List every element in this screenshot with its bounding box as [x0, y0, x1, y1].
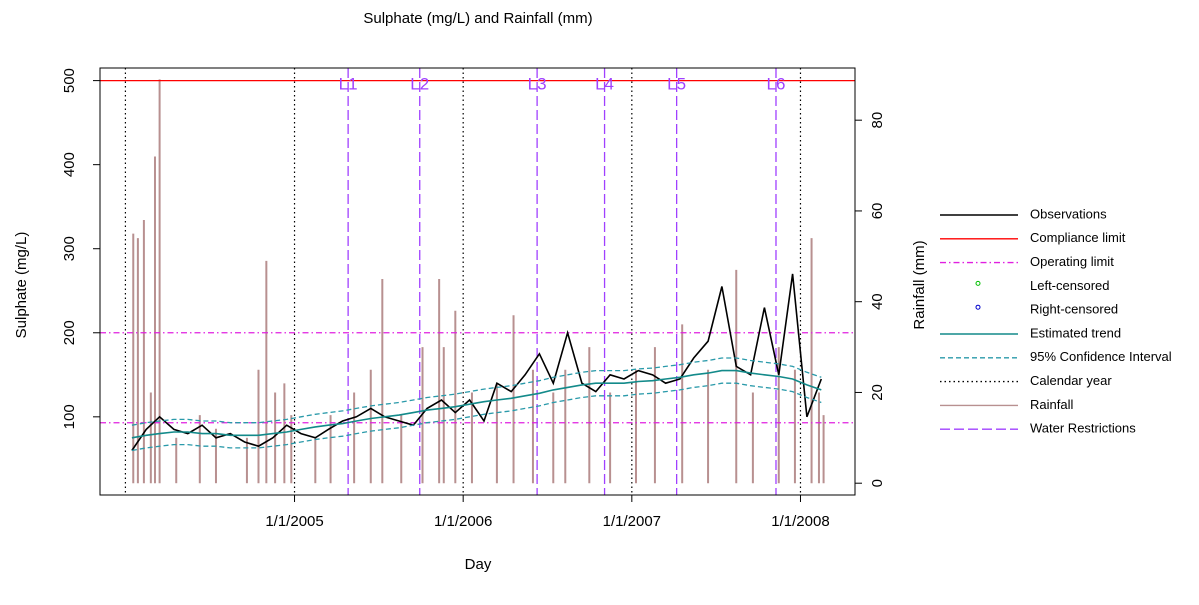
- x-tick-label: 1/1/2006: [434, 513, 492, 530]
- legend-label: Left-censored: [1030, 278, 1110, 293]
- plot-frame: [99, 67, 856, 496]
- y-tick-label: 200: [61, 320, 78, 345]
- y-tick-label: 400: [61, 152, 78, 177]
- legend-marker: [975, 304, 981, 310]
- series-line: [131, 382, 822, 452]
- legend-label: Right-censored: [1030, 302, 1118, 317]
- water-restriction-label: L4: [595, 74, 614, 93]
- legend-label: Observations: [1030, 206, 1107, 221]
- x-tick-label: 1/1/2005: [265, 513, 323, 530]
- legend-label: Operating limit: [1030, 254, 1114, 269]
- legend-label: Compliance limit: [1030, 230, 1126, 245]
- water-restriction-label: L5: [667, 74, 686, 93]
- y2-tick-label: 20: [869, 384, 886, 401]
- water-restriction-label: L1: [339, 74, 358, 93]
- series-line: [131, 369, 822, 439]
- water-restriction-label: L6: [767, 74, 786, 93]
- series-line: [131, 273, 823, 451]
- x-tick-label: 1/1/2008: [771, 513, 829, 530]
- legend-label: 95% Confidence Interval: [1030, 349, 1172, 364]
- water-restriction-label: L2: [410, 74, 429, 93]
- legend-label: Estimated trend: [1030, 325, 1121, 340]
- y2-axis-label: Rainfall (mm): [911, 240, 928, 329]
- legend-label: Water Restrictions: [1030, 421, 1136, 436]
- y2-tick-label: 40: [869, 293, 886, 310]
- y-tick-label: 300: [61, 236, 78, 261]
- legend-marker: [975, 280, 981, 286]
- y2-tick-label: 80: [869, 112, 886, 129]
- x-axis-label: Day: [465, 556, 492, 573]
- x-tick-label: 1/1/2007: [603, 513, 661, 530]
- y-tick-label: 500: [61, 68, 78, 93]
- y2-tick-label: 60: [869, 203, 886, 220]
- y-axis-label: Sulphate (mg/L): [13, 232, 30, 339]
- water-restriction-label: L3: [528, 74, 547, 93]
- series-line: [131, 357, 822, 426]
- chart-title: Sulphate (mg/L) and Rainfall (mm): [363, 10, 592, 27]
- y-tick-label: 100: [61, 404, 78, 429]
- legend-label: Rainfall: [1030, 397, 1073, 412]
- legend-label: Calendar year: [1030, 373, 1112, 388]
- y2-tick-label: 0: [869, 479, 886, 487]
